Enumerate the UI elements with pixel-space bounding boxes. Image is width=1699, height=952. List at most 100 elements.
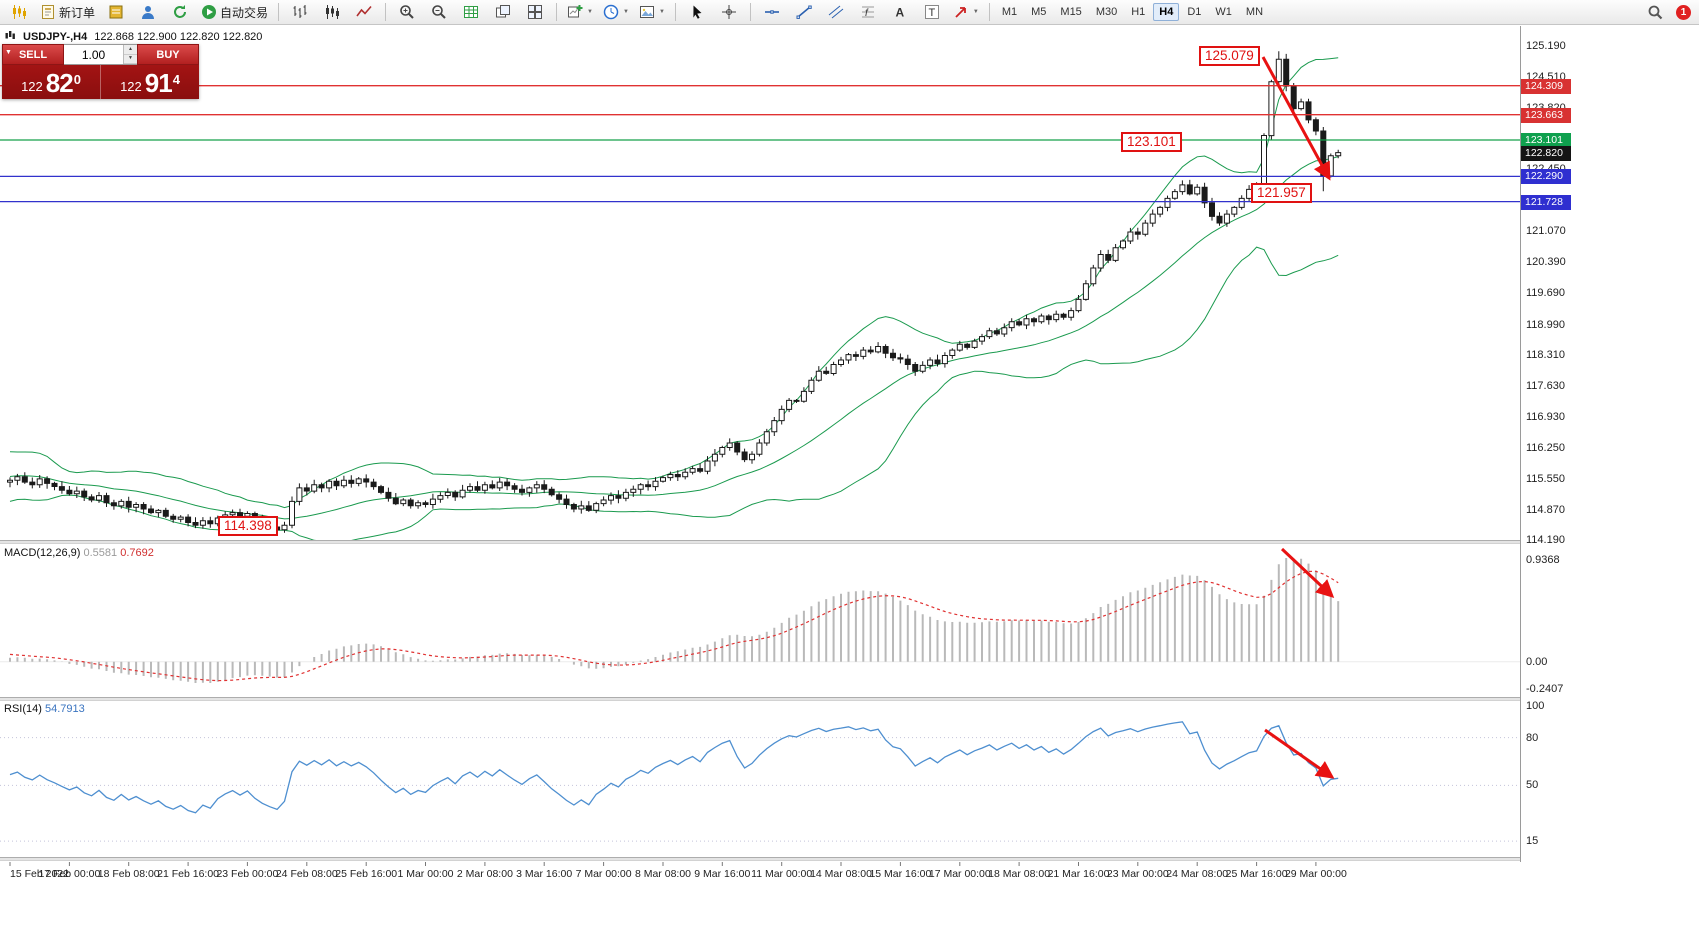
cursor-icon[interactable] (682, 1, 712, 24)
price-scale-label: 118.310 (1526, 349, 1565, 361)
bar-chart-icon[interactable] (285, 1, 315, 24)
buy-price[interactable]: 122 91 4 (101, 65, 199, 99)
app-icon (11, 4, 27, 20)
crosshair-icon[interactable] (714, 1, 744, 24)
timeframe-m15[interactable]: M15 (1060, 6, 1082, 18)
price-chart-canvas[interactable] (0, 26, 1520, 540)
app-icon[interactable] (4, 1, 34, 24)
text-icon[interactable]: A (885, 1, 915, 24)
grid-icon[interactable] (456, 1, 486, 24)
price-label-annotation[interactable]: 123.101 (1121, 132, 1182, 152)
autotrading-button-label: 自动交易 (220, 5, 269, 20)
sell-price[interactable]: 122 82 0 (2, 65, 100, 99)
price-scale-label: 119.690 (1526, 287, 1565, 300)
svg-text:T: T (928, 7, 935, 19)
timeframe-h1[interactable]: H1 (1131, 6, 1146, 18)
panel-separator[interactable] (0, 697, 1699, 701)
macd-label: MACD(12,26,9) 0.5581 0.7692 (4, 547, 154, 559)
macd-panel-canvas[interactable] (0, 544, 1520, 697)
volume-down-icon[interactable]: ▼ (124, 54, 137, 64)
search-icon[interactable] (1640, 1, 1670, 24)
price-label-annotation[interactable]: 121.957 (1251, 183, 1312, 203)
fibonacci-icon[interactable]: f (853, 1, 883, 24)
trendline-icon[interactable] (789, 1, 819, 24)
channel-icon[interactable] (821, 1, 851, 24)
price-scale-label: 116.250 (1526, 441, 1565, 454)
arrows-icon (953, 4, 969, 20)
toolbar-separator (278, 3, 280, 21)
new-chart-icon[interactable]: ▼ (563, 1, 597, 24)
rsi-scale-label: 100 (1526, 699, 1545, 712)
symbol-name: USDJPY-,H4 (23, 31, 88, 43)
zoom-out-icon[interactable] (424, 1, 454, 24)
tile-windows-icon (527, 4, 543, 20)
price-tag: 122.290 (1521, 169, 1571, 185)
buy-price-figure: 122 (120, 79, 142, 94)
timeframe-m30[interactable]: M30 (1095, 6, 1118, 18)
candlestick-chart-icon[interactable] (317, 1, 347, 24)
bollinger-upper-band (9, 57, 1339, 509)
price-scale-label: 116.930 (1526, 411, 1565, 423)
price-label-annotation[interactable]: 114.398 (218, 516, 278, 536)
buy-button[interactable]: BUY (137, 44, 199, 65)
svg-text:23 Mar 00:00: 23 Mar 00:00 (1107, 868, 1169, 880)
svg-text:18 Feb 08:00: 18 Feb 08:00 (98, 868, 160, 880)
template-icon (639, 4, 655, 20)
period-icon[interactable]: ▼ (599, 1, 633, 24)
timeframe-mn[interactable]: MN (1245, 6, 1264, 18)
dropdown-caret-icon: ▼ (972, 9, 979, 15)
zoom-in-icon[interactable] (392, 1, 422, 24)
rsi-panel-canvas[interactable] (0, 701, 1520, 857)
svg-text:3 Mar 16:00: 3 Mar 16:00 (516, 868, 572, 880)
volume-input[interactable] (64, 45, 123, 64)
price-scale-column[interactable]: 125.190124.510123.820123.130122.450121.7… (1520, 26, 1699, 862)
bullish-candles (7, 58, 1342, 531)
template-icon[interactable]: ▼ (635, 1, 669, 24)
price-scale-label: 125.190 (1526, 40, 1566, 53)
community-icon[interactable] (165, 1, 195, 24)
line-chart-icon[interactable] (349, 1, 379, 24)
horizontal-line-icon[interactable] (757, 1, 787, 24)
timeframe-m5[interactable]: M5 (1031, 6, 1047, 18)
symbol-ohlc: 122.868 122.900 122.820 122.820 (94, 31, 263, 43)
chart-icon (5, 30, 16, 44)
autotrading-button[interactable]: 自动交易 (197, 1, 272, 24)
svg-text:15 Feb 2022: 15 Feb 2022 (10, 868, 69, 880)
rsi-scale-label: 50 (1526, 779, 1539, 792)
price-label-annotation[interactable]: 125.079 (1199, 46, 1260, 66)
timeframe-h4[interactable]: H4 (1153, 3, 1180, 21)
chart-shot-icon[interactable] (101, 1, 131, 24)
svg-text:25 Mar 16:00: 25 Mar 16:00 (1226, 868, 1288, 880)
collapse-panel-icon[interactable]: ▼ (5, 49, 12, 56)
panel-separator[interactable] (0, 857, 1699, 861)
timeframe-d1[interactable]: D1 (1187, 6, 1202, 18)
horizontal-line-icon (764, 4, 780, 20)
zoom-out-icon (431, 4, 447, 20)
price-scale-label: 114.870 (1526, 503, 1565, 516)
trendline-icon (796, 4, 812, 20)
timeframe-m1[interactable]: M1 (1001, 6, 1018, 18)
notification-badge[interactable]: 1 (1676, 4, 1691, 20)
sell-button[interactable]: SELL (2, 44, 64, 65)
macd-scale-label: 0.9368 (1526, 554, 1560, 566)
panel-separator[interactable] (0, 540, 1699, 544)
candlestick-chart-icon (324, 4, 340, 20)
label-icon[interactable]: T (917, 1, 947, 24)
timeframe-w1[interactable]: W1 (1215, 6, 1232, 18)
profile-icon[interactable] (133, 1, 163, 24)
cascade-windows-icon[interactable] (488, 1, 518, 24)
svg-text:24 Feb 08:00: 24 Feb 08:00 (276, 868, 338, 880)
new-order-icon (40, 4, 56, 20)
price-tag: 124.309 (1521, 78, 1571, 94)
price-tag: 122.820 (1521, 145, 1571, 161)
arrows-icon[interactable]: ▼ (949, 1, 983, 24)
new-order-button[interactable]: 新订单 (36, 1, 99, 24)
volume-up-icon[interactable]: ▲ (124, 45, 137, 55)
rsi-scale-label: 80 (1526, 731, 1539, 744)
text-icon: A (892, 4, 908, 20)
tile-windows-icon[interactable] (520, 1, 550, 24)
crosshair-icon (721, 4, 737, 20)
macd-scale-label: -0.2407 (1526, 683, 1564, 695)
